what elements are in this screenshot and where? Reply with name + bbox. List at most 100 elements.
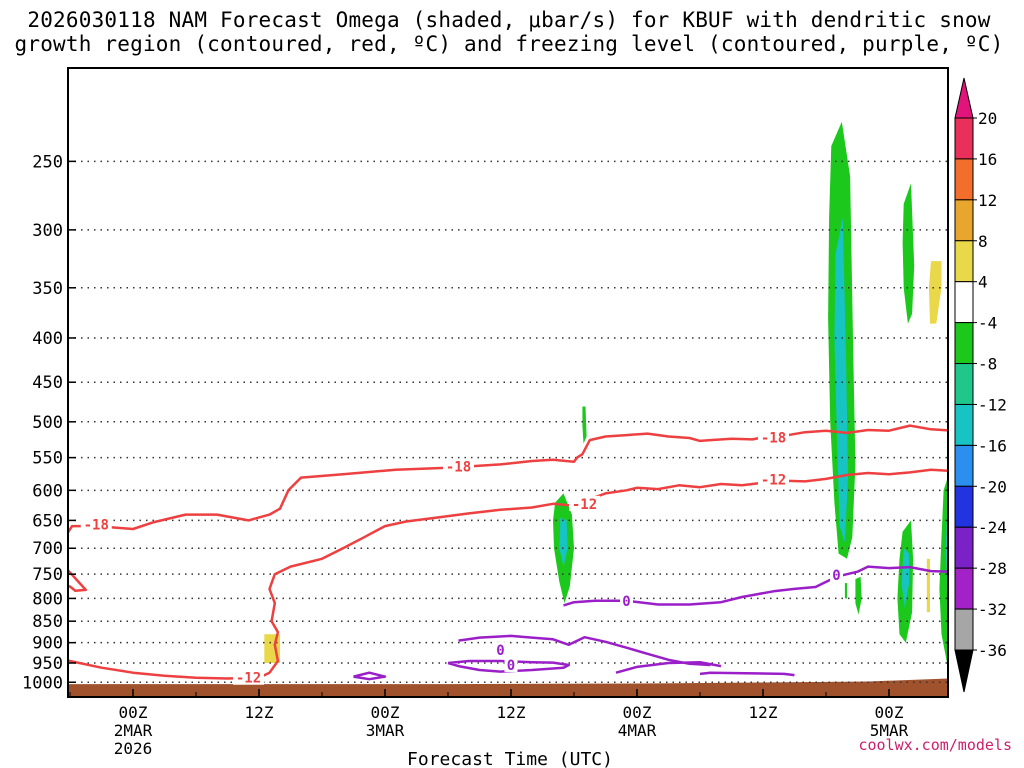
- colorbar-label: -12: [978, 395, 1007, 414]
- colorbar-swatch-12: [954, 608, 974, 651]
- colorbar-swatch-5: [954, 322, 974, 365]
- colorbar-swatch-1: [954, 158, 974, 201]
- colorbar-swatch-10: [954, 526, 974, 569]
- x-tick-label: 5MAR: [870, 721, 909, 740]
- y-tick-label: 500: [32, 413, 63, 433]
- colorbar-swatch-7: [954, 403, 974, 446]
- y-axis: 2503003504004505005506006507007508008509…: [22, 152, 76, 693]
- contour-label-bg: [758, 429, 789, 445]
- y-tick-label: 950: [32, 654, 63, 674]
- colorbar-label: 4: [978, 273, 988, 292]
- y-tick-label: 600: [32, 481, 63, 501]
- chart-title: 2026030118 NAM Forecast Omega (shaded, μ…: [0, 8, 1018, 56]
- contour-label: -18: [446, 459, 471, 475]
- y-tick-label: 850: [32, 612, 63, 632]
- contour-label: 0: [832, 568, 840, 584]
- colorbar-label: -4: [978, 314, 997, 333]
- contour-label-bg: [504, 656, 518, 672]
- y-tick-label: 700: [32, 539, 63, 559]
- colorbar-label: -24: [978, 518, 1007, 537]
- colorbar-swatch-4: [954, 281, 974, 324]
- colorbar-label: -20: [978, 477, 1007, 496]
- x-tick-label: 12Z: [749, 703, 778, 722]
- contour-0-5: [353, 671, 387, 681]
- colorbar-label: -32: [978, 600, 1007, 619]
- x-tick-label: 00Z: [623, 703, 652, 722]
- x-tick-label: 00Z: [875, 703, 904, 722]
- contour-label: 0: [507, 658, 515, 674]
- x-tick-label: 12Z: [497, 703, 526, 722]
- y-tick-label: 300: [32, 221, 63, 241]
- y-tick-label: 450: [32, 373, 63, 393]
- colorbar-top-arrow: [954, 77, 974, 119]
- omega-region-8: [901, 548, 909, 608]
- omega-region-1: [834, 217, 848, 543]
- terrain-fill: [68, 678, 948, 697]
- chart-title-line-2: growth region (contoured, red, ºC) and f…: [14, 32, 1004, 56]
- y-tick-label: 800: [32, 589, 63, 609]
- colorbar-label: 8: [978, 232, 988, 251]
- x-tick-label: 00Z: [371, 703, 400, 722]
- y-tick-label: 350: [32, 279, 63, 299]
- x-axis-title: Forecast Time (UTC): [407, 749, 613, 768]
- y-tick-label: 900: [32, 634, 63, 654]
- y-tick-label: 1000: [22, 673, 63, 693]
- y-tick-label: 750: [32, 565, 63, 585]
- contour-label-bg: [569, 495, 600, 511]
- y-tick-label: 250: [32, 152, 63, 172]
- x-tick-label: 00Z: [119, 703, 148, 722]
- contour-0-4: [447, 659, 571, 673]
- colorbar-label: -8: [978, 355, 997, 374]
- x-tick-label: 2MAR: [114, 721, 153, 740]
- y-tick-label: 400: [32, 329, 63, 349]
- contour-label-bg: [443, 458, 474, 474]
- x-tick-label: 3MAR: [366, 721, 405, 740]
- contour-0-7: [615, 660, 722, 674]
- contour-label-bg: [620, 592, 633, 608]
- colorbar-label: 12: [978, 191, 997, 210]
- contour-layer: [68, 424, 948, 681]
- contour-label: -12: [572, 497, 597, 513]
- colorbar-label: -36: [978, 641, 1007, 660]
- colorbar-swatch-2: [954, 199, 974, 242]
- contour-label: -18: [84, 517, 109, 533]
- contour--18-0: [68, 424, 948, 593]
- colorbar-label: 16: [978, 150, 997, 169]
- contour-label: -18: [761, 430, 786, 446]
- credit-text: coolwx.com/models: [858, 736, 1012, 754]
- x-tick-label: 12Z: [245, 703, 274, 722]
- colorbar-label: -16: [978, 436, 1007, 455]
- omega-shading-layer: [264, 121, 948, 667]
- omega-region-2: [902, 183, 915, 324]
- x-tick-label: 4MAR: [618, 721, 657, 740]
- colorbar-bottom-arrow: [954, 649, 974, 693]
- contour-label-bg: [830, 567, 843, 583]
- colorbar-swatch-0: [954, 117, 974, 160]
- terrain-layer: [68, 678, 948, 697]
- contour-label: 0: [622, 594, 630, 610]
- contour-label-bg: [494, 642, 507, 658]
- colorbar-swatch-9: [954, 485, 974, 528]
- x-tick-label: 2026: [114, 739, 153, 758]
- contour-0-6: [699, 671, 795, 677]
- chart-title-line-1: 2026030118 NAM Forecast Omega (shaded, μ…: [27, 8, 991, 32]
- colorbar-swatch-11: [954, 567, 974, 610]
- contour-0-3: [458, 634, 711, 667]
- omega-region-13: [844, 583, 847, 599]
- colorbar-label: 20: [978, 109, 997, 128]
- omega-region-15: [926, 558, 930, 613]
- contour-label: 0: [496, 643, 504, 659]
- contour-label-bg: [758, 471, 789, 487]
- colorbar-label: -28: [978, 559, 1007, 578]
- omega-region-12: [855, 576, 862, 615]
- omega-region-6: [582, 406, 587, 444]
- colorbar-swatch-3: [954, 240, 974, 283]
- contour-label: -12: [236, 671, 261, 687]
- omega-region-5: [559, 517, 568, 567]
- colorbar-swatch-6: [954, 363, 974, 405]
- omega-region-3: [928, 261, 942, 324]
- contour-label-bg: [233, 669, 264, 685]
